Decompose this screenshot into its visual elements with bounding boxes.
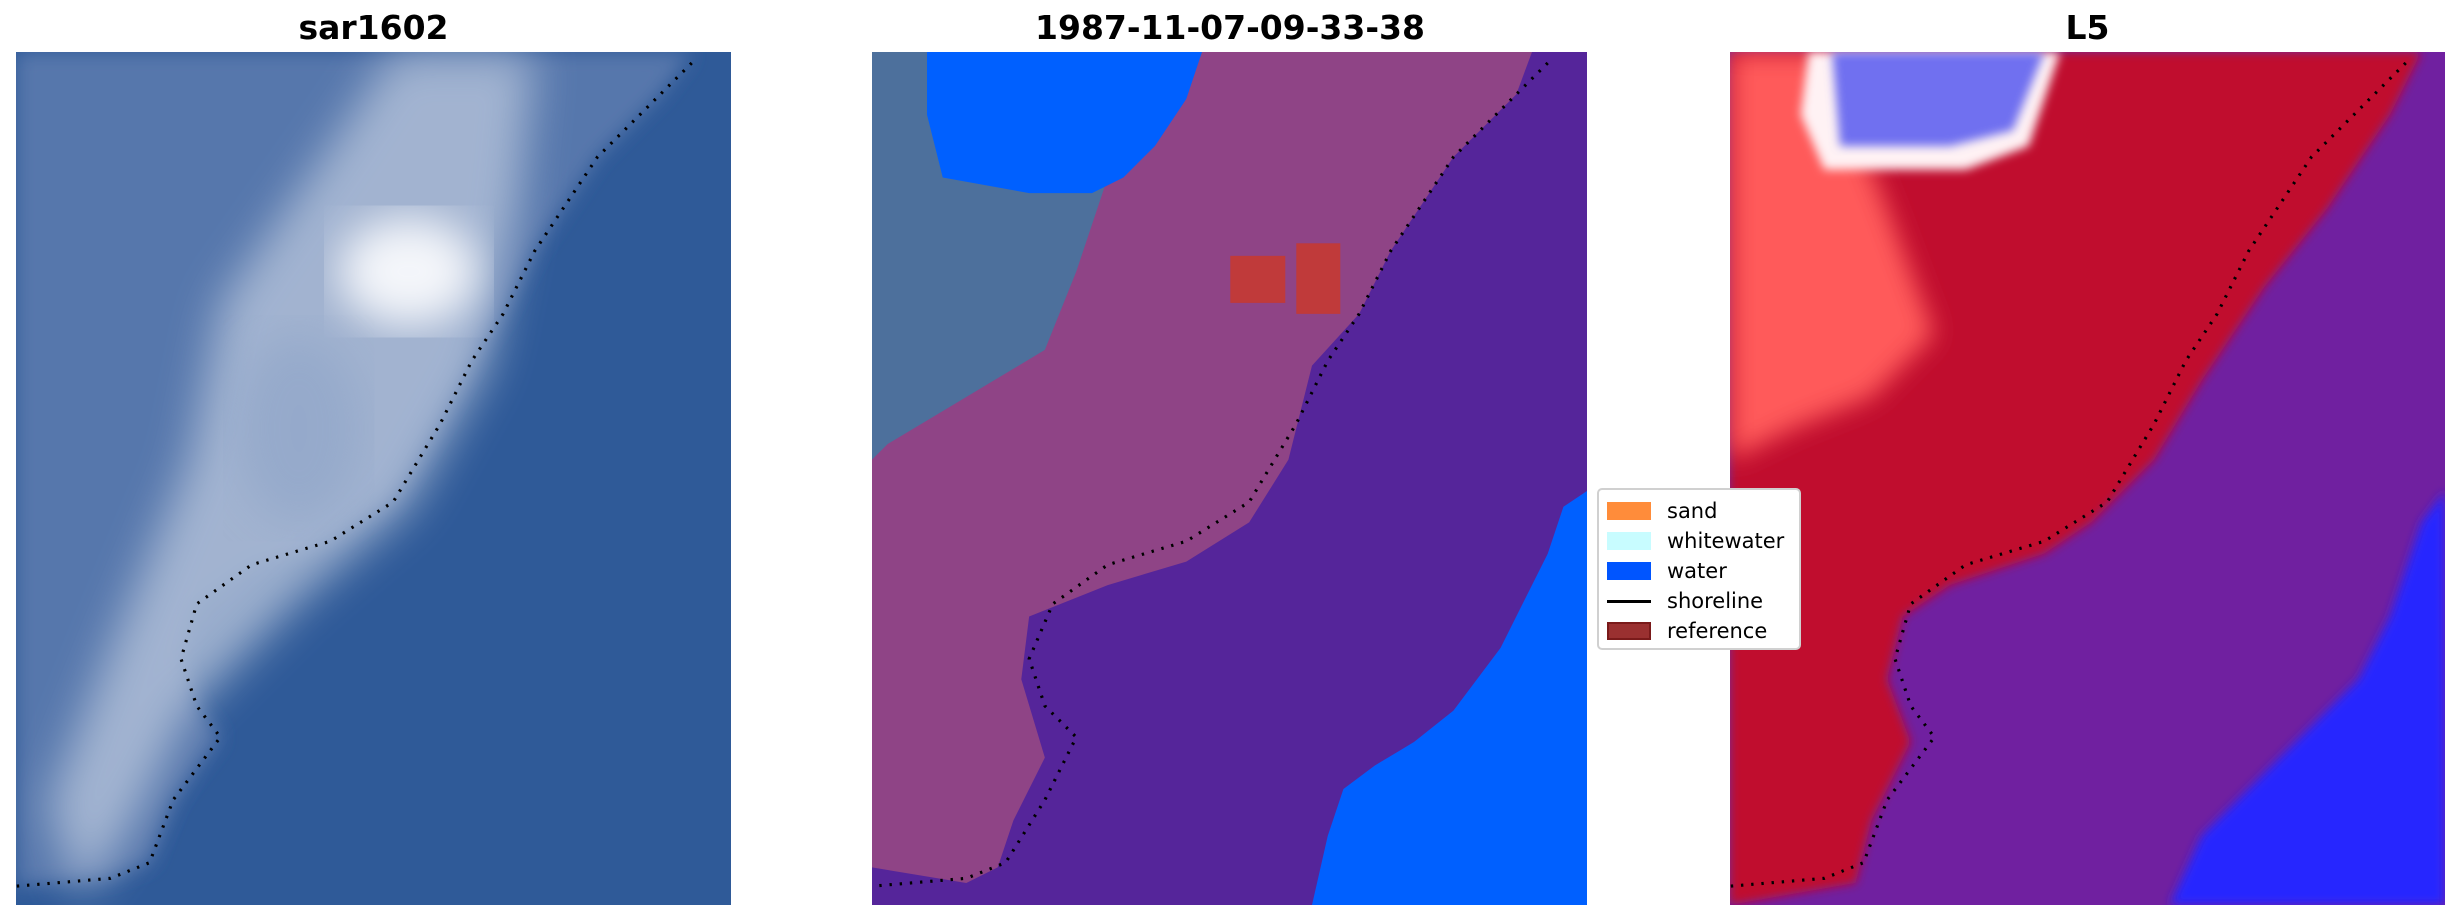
shoreline-swatch — [1607, 599, 1651, 603]
l5-panel — [1730, 52, 2445, 905]
reference-patch — [1230, 255, 1286, 303]
panel-title-1: sar1602 — [298, 8, 449, 47]
water-swatch — [1607, 562, 1651, 580]
panel-title-3: L5 — [2065, 8, 2110, 47]
legend-item-reference: reference — [1607, 616, 1767, 646]
legend-label: reference — [1667, 619, 1768, 643]
reference-patch — [1296, 243, 1341, 314]
legend-label: sand — [1667, 499, 1718, 523]
legend: sand whitewater water shoreline referenc… — [1597, 488, 1801, 650]
legend-item-sand: sand — [1607, 496, 1717, 526]
reference-swatch — [1607, 622, 1651, 640]
panel-title-2: 1987-11-07-09-33-38 — [1035, 8, 1425, 47]
whitewater-swatch — [1607, 532, 1651, 550]
sand-swatch — [1607, 502, 1651, 520]
legend-item-water: water — [1607, 556, 1727, 586]
legend-item-whitewater: whitewater — [1607, 526, 1784, 556]
legend-item-shoreline: shoreline — [1607, 586, 1763, 616]
legend-label: water — [1667, 559, 1727, 583]
satellite-image-panel — [16, 52, 731, 905]
legend-label: whitewater — [1667, 529, 1785, 553]
classification-panel — [872, 52, 1587, 905]
legend-label: shoreline — [1667, 589, 1764, 613]
